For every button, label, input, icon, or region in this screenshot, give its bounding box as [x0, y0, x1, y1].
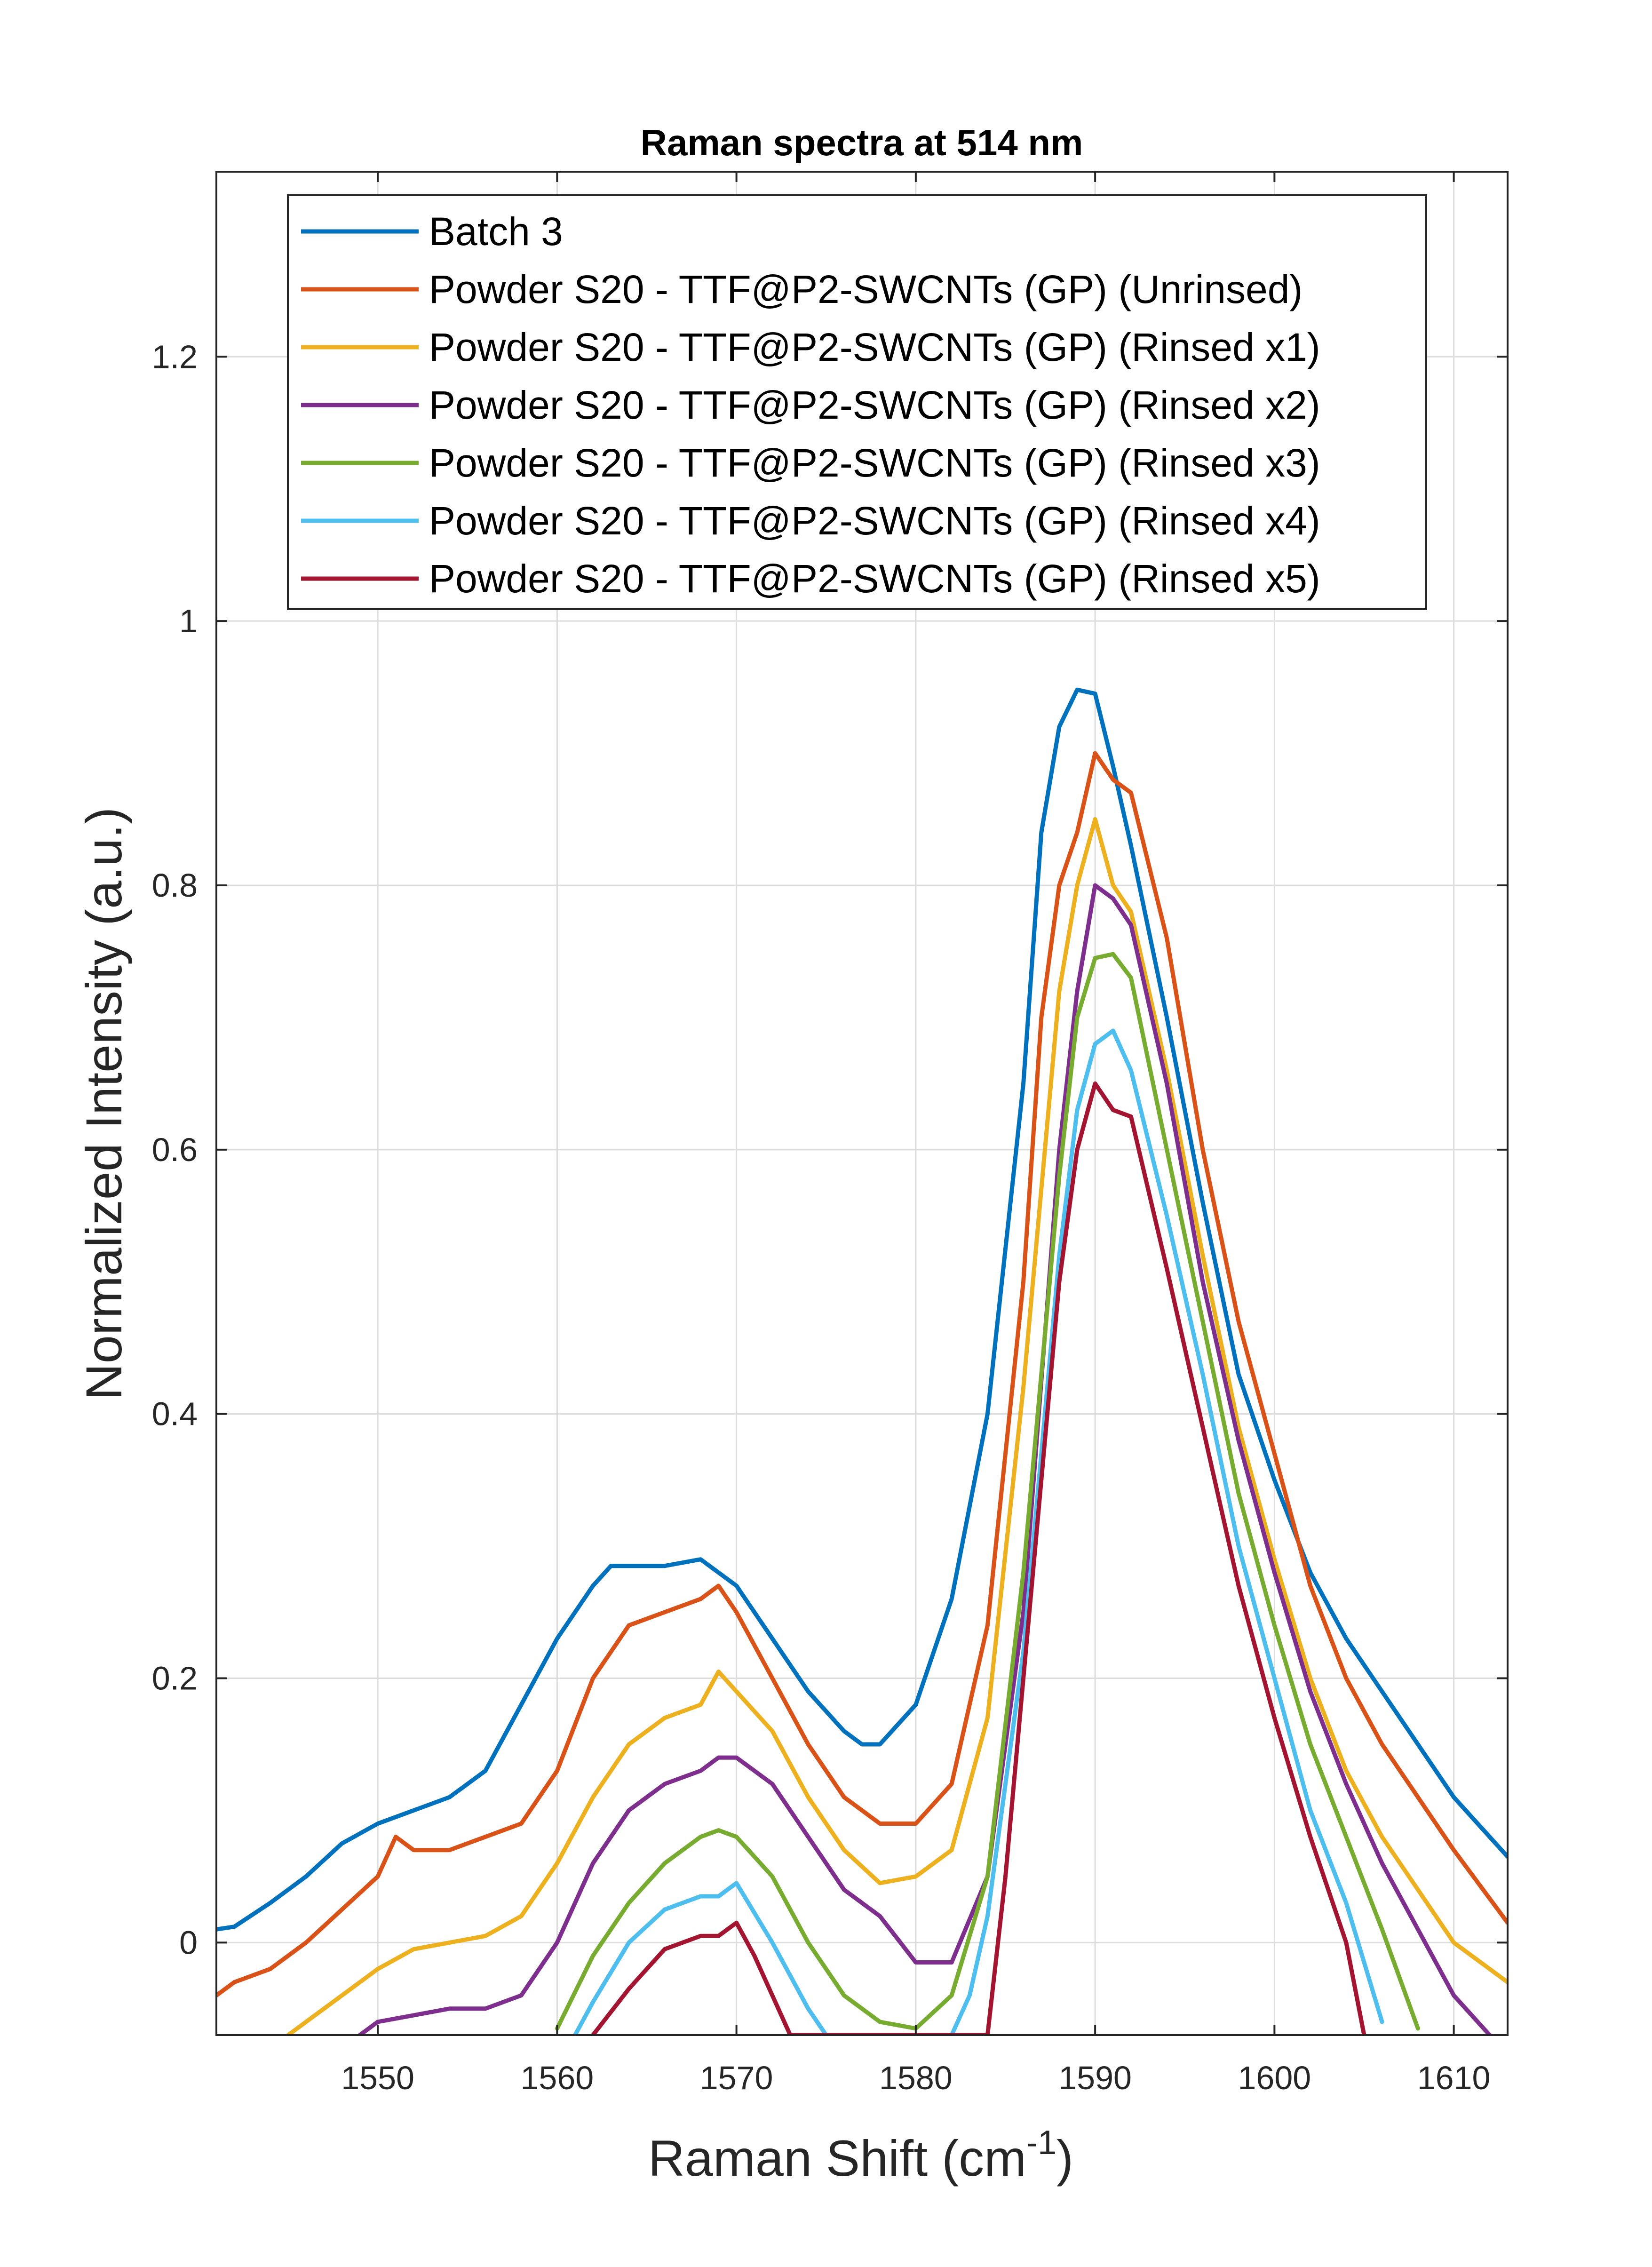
y-tick-label: 1 [179, 603, 198, 639]
legend-label: Powder S20 - TTF@P2-SWCNTs (GP) (Rinsed … [429, 383, 1320, 427]
plot-area-border [215, 171, 1509, 2036]
legend-box [287, 194, 1427, 610]
y-axis-label: Normalized Intensity (a.u.) [75, 807, 132, 1400]
y-tick-label: 0.2 [152, 1660, 198, 1697]
series-line-4 [555, 952, 1420, 2031]
legend-label: Powder S20 - TTF@P2-SWCNTs (GP) (Rinsed … [429, 557, 1320, 601]
y-tick-label: 0.6 [152, 1131, 198, 1168]
chart-title: Raman spectra at 514 nm [641, 122, 1083, 163]
legend-label: Batch 3 [429, 209, 563, 254]
y-tick-label: 1.2 [152, 338, 198, 375]
x-axis-label: Raman Shift (cm-1) [648, 2124, 1073, 2187]
x-axis-label-suffix: ) [1056, 2130, 1073, 2187]
series-line-2 [286, 817, 1508, 2035]
x-axis-label-superscript: -1 [1026, 2124, 1056, 2162]
x-axis-label-main: Raman Shift (cm [648, 2130, 1026, 2187]
x-tick-label: 1600 [1238, 2060, 1311, 2096]
legend-label: Powder S20 - TTF@P2-SWCNTs (GP) (Unrinse… [429, 267, 1303, 311]
series-line-6 [591, 1081, 1366, 2035]
legend-label: Powder S20 - TTF@P2-SWCNTs (GP) (Rinsed … [429, 325, 1320, 369]
legend-label: Powder S20 - TTF@P2-SWCNTs (GP) (Rinsed … [429, 499, 1320, 543]
series-line-1 [216, 751, 1508, 1998]
series-line-5 [573, 1028, 1384, 2035]
y-tick-label: 0 [179, 1924, 198, 1961]
x-tick-label: 1560 [521, 2060, 594, 2096]
axis-ticks: 1550 1560 1570 1580 1590 1600 1610 0 0.2 0.4 0.6 0.… [152, 172, 1508, 2096]
series-line-0 [216, 687, 1508, 1932]
x-tick-label: 1590 [1058, 2060, 1132, 2096]
y-tick-label: 0.8 [152, 867, 198, 904]
legend: Batch 3 Powder S20 - TTF@P2-SWCNTs (GP) (… [287, 194, 1427, 610]
x-tick-label: 1570 [700, 2060, 773, 2096]
x-tick-label: 1550 [341, 2060, 414, 2096]
y-tick-label: 0.4 [152, 1396, 198, 1432]
x-tick-label: 1610 [1417, 2060, 1491, 2096]
legend-label: Powder S20 - TTF@P2-SWCNTs (GP) (Rinsed … [429, 441, 1320, 485]
series-lines [216, 687, 1508, 2035]
x-tick-label: 1580 [879, 2060, 953, 2096]
series-line-3 [357, 883, 1492, 2035]
